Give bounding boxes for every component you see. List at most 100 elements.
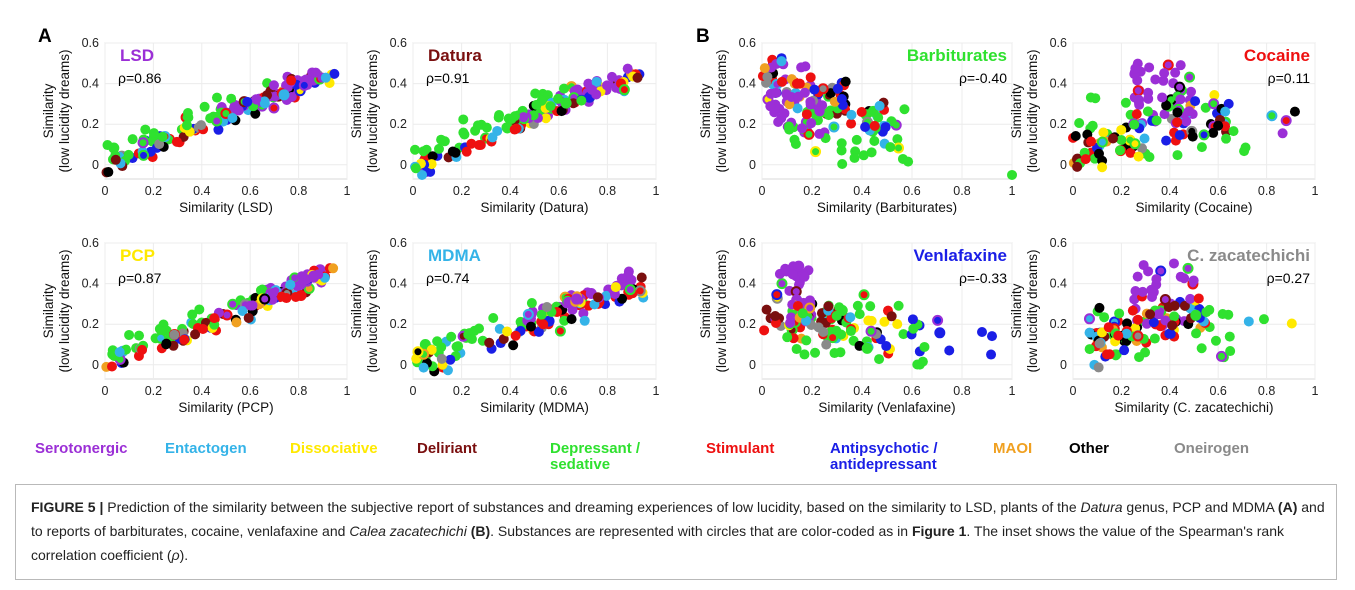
x-tick-label: 0.8 (599, 384, 616, 398)
data-point (801, 335, 812, 346)
data-point (791, 78, 802, 89)
y-tick-label: 0.6 (82, 236, 99, 250)
x-tick-label: 0.6 (550, 184, 567, 198)
data-point (1266, 110, 1278, 122)
x-axis-label: Similarity (Barbiturates) (817, 200, 957, 215)
y-tick-label: 0.4 (1050, 277, 1067, 291)
data-point (1174, 81, 1186, 93)
data-point (484, 337, 495, 348)
data-point (1153, 309, 1164, 320)
data-point (571, 293, 583, 305)
data-point (498, 333, 509, 344)
data-point (1134, 352, 1145, 363)
data-point (865, 301, 876, 312)
data-point (221, 309, 233, 321)
y-tick-label: 0.2 (739, 317, 756, 331)
data-point (1196, 343, 1207, 354)
data-point (908, 323, 919, 334)
data-point (806, 118, 817, 129)
data-point (845, 312, 856, 323)
y-tick-label: 0.6 (1050, 236, 1067, 250)
data-point (466, 334, 477, 345)
data-point (1114, 308, 1125, 319)
data-point (511, 123, 522, 134)
data-point (171, 136, 182, 147)
data-point (1115, 145, 1126, 156)
x-tick-label: 0.8 (1258, 384, 1275, 398)
data-point (1190, 96, 1201, 107)
scatter-panel-3: 0 0.2 0.4 0.6 0.8 1 0 0.2 0.4 0.6 MDMA ρ=0.74 Simila… (349, 236, 660, 415)
data-point (1228, 126, 1239, 137)
data-point (412, 346, 424, 358)
legend-item-deliriant: Deliriant (417, 440, 478, 457)
data-point (1087, 120, 1098, 131)
data-point (823, 110, 834, 121)
y-tick-label: 0.2 (1050, 117, 1067, 131)
data-point (865, 325, 877, 337)
data-point (127, 134, 138, 145)
y-tick-label: 0.4 (390, 277, 407, 291)
data-point (211, 115, 223, 127)
data-point (1142, 106, 1153, 117)
data-point (616, 273, 627, 284)
panel-title: MDMA (428, 246, 481, 265)
data-point (157, 131, 168, 142)
data-point (1172, 107, 1183, 118)
data-point (1132, 330, 1144, 342)
data-point (624, 284, 636, 296)
y-axis-label: Similarity(low lucidity dreams) (698, 49, 729, 172)
x-tick-label: 0.6 (903, 384, 920, 398)
data-point (856, 107, 867, 118)
data-point (285, 279, 296, 290)
data-point (879, 316, 890, 327)
data-point (801, 109, 812, 120)
y-tick-label: 0 (1060, 158, 1067, 172)
legend-item-oneirogen: Oneirogen (1174, 440, 1250, 457)
data-point (1119, 345, 1130, 356)
rho-label: ρ=0.91 (426, 70, 470, 86)
data-point (453, 341, 464, 352)
data-point (1161, 135, 1172, 146)
data-point (320, 72, 331, 83)
data-point (893, 142, 905, 154)
data-point (779, 108, 790, 119)
y-tick-label: 0.4 (82, 77, 99, 91)
data-point (846, 109, 857, 120)
data-point (892, 319, 903, 330)
scatter-panel-6: 0 0.2 0.4 0.6 0.8 1 0 0.2 0.4 0.6 Venlafaxine ρ=-0.… (698, 236, 1016, 415)
legend-item-maoi: MAOI (993, 440, 1033, 457)
y-axis-label: Similarity(low lucidity dreams) (698, 249, 729, 372)
data-point (502, 326, 513, 337)
data-point (473, 120, 484, 131)
y-axis-label-line: (low lucidity dreams) (57, 249, 72, 372)
data-point (1121, 318, 1132, 329)
data-point (1143, 93, 1154, 104)
data-point (836, 329, 847, 340)
data-point (886, 311, 897, 322)
data-point (791, 344, 802, 355)
legend-item-entactogen: Entactogen (165, 440, 247, 457)
panel-title: PCP (120, 246, 155, 265)
data-point (1121, 328, 1132, 339)
figure-caption: FIGURE 5 | Prediction of the similarity … (31, 499, 1325, 563)
panel-title: Barbiturates (907, 46, 1007, 65)
data-point (814, 128, 825, 139)
data-point (194, 304, 205, 315)
data-point (1169, 311, 1180, 322)
x-tick-label: 0.2 (145, 184, 162, 198)
x-axis-label: Similarity (MDMA) (480, 400, 589, 415)
data-point (944, 345, 955, 356)
data-point (863, 315, 874, 326)
data-point (1167, 320, 1178, 331)
x-axis-label: Similarity (Datura) (480, 200, 588, 215)
data-point (860, 121, 871, 132)
data-point (237, 305, 248, 316)
figure-5: A B 0 0.2 0.4 0.6 0.8 1 0 0.2 0.4 0.6 LSD ρ=0.86 Simil… (38, 26, 1319, 415)
data-point (1175, 271, 1186, 282)
data-point (1093, 148, 1104, 159)
data-point (526, 298, 537, 309)
y-tick-label: 0.2 (390, 317, 407, 331)
x-tick-label: 0.4 (502, 384, 519, 398)
data-point (759, 63, 770, 74)
data-point (259, 293, 271, 305)
